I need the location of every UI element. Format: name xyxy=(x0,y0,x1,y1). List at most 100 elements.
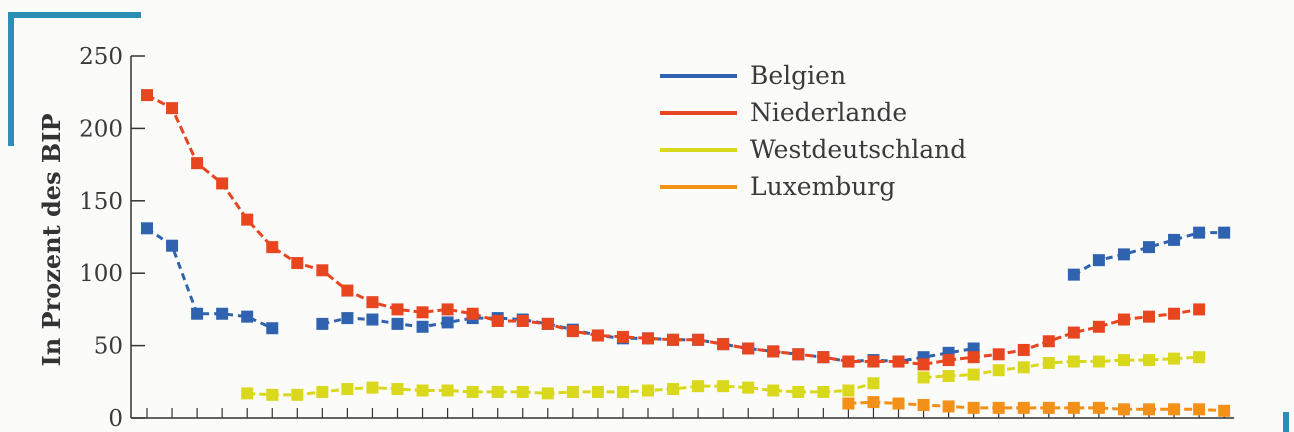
niederlande-point xyxy=(1092,320,1105,333)
westdeutschland-point xyxy=(466,385,479,398)
westdeutschland-point xyxy=(867,377,880,390)
niederlande-line xyxy=(146,93,1200,366)
belgien-point xyxy=(391,317,404,330)
belgien-point xyxy=(316,317,329,330)
niederlande-point xyxy=(516,314,529,327)
westdeutschland-line xyxy=(923,355,1200,379)
niederlande-point xyxy=(642,332,654,345)
niederlande-point xyxy=(717,338,730,351)
niederlande-point xyxy=(1168,307,1181,320)
westdeutschland-point xyxy=(491,385,504,398)
niederlande-point xyxy=(1017,343,1030,356)
y-axis-label: In Prozent des BIP xyxy=(37,114,66,367)
westdeutschland-point xyxy=(316,385,329,398)
belgien-point xyxy=(1193,226,1206,239)
westdeutschland-point xyxy=(241,387,254,400)
legend-label-belgien: Belgien xyxy=(750,61,846,90)
niederlande-point xyxy=(842,355,855,368)
niederlande-point xyxy=(1042,335,1055,348)
westdeutschland-point xyxy=(541,387,554,400)
luxemburg-point xyxy=(1017,401,1030,414)
niederlande-point xyxy=(892,355,905,368)
niederlande-point xyxy=(141,89,153,102)
accent-bar-top xyxy=(8,12,141,18)
westdeutschland-point xyxy=(616,385,629,398)
niederlande-point xyxy=(316,264,329,277)
y-tick-label: 250 xyxy=(79,44,123,70)
y-tick-label: 100 xyxy=(79,261,123,287)
niederlande-point xyxy=(667,333,680,346)
niederlande-point xyxy=(541,317,554,330)
belgien-point xyxy=(141,222,153,235)
luxemburg-point xyxy=(917,398,930,411)
niederlande-point xyxy=(767,345,780,358)
westdeutschland-point xyxy=(1092,355,1105,368)
niederlande-point xyxy=(441,303,454,316)
luxemburg-point xyxy=(1042,401,1055,414)
belgien-point xyxy=(1067,268,1080,281)
westdeutschland-point xyxy=(1042,356,1055,369)
belgien-point xyxy=(1218,226,1231,239)
westdeutschland-point xyxy=(717,380,730,393)
westdeutschland-point xyxy=(516,385,529,398)
belgien-point xyxy=(166,239,179,252)
belgien-point xyxy=(191,307,204,320)
niederlande-point xyxy=(191,157,204,170)
y-tick-label: 200 xyxy=(79,116,123,142)
niederlande-point xyxy=(166,102,179,115)
niederlande-point xyxy=(491,314,504,327)
westdeutschland-point xyxy=(667,383,680,396)
westdeutschland-point xyxy=(566,385,579,398)
belgien-point xyxy=(416,320,429,333)
niederlande-point xyxy=(1193,303,1206,316)
niederlande-point xyxy=(216,177,229,190)
luxemburg-point xyxy=(1067,401,1080,414)
westdeutschland-point xyxy=(341,383,354,396)
belgien-point xyxy=(441,316,454,329)
y-tick-label: 0 xyxy=(108,406,123,432)
westdeutschland-point xyxy=(591,385,604,398)
westdeutschland-point xyxy=(917,371,930,384)
niederlande-point xyxy=(692,333,705,346)
belgien-point xyxy=(1117,248,1130,261)
niederlande-point xyxy=(266,241,279,254)
niederlande-point xyxy=(1143,310,1155,323)
legend: Belgien Niederlande Westdeutschland Luxembu… xyxy=(660,61,966,201)
luxemburg-point xyxy=(967,401,980,414)
westdeutschland-point xyxy=(1193,351,1206,364)
westdeutschland-point xyxy=(942,370,955,383)
westdeutschland-point xyxy=(842,384,855,397)
westdeutschland-point xyxy=(416,384,429,397)
niederlande-point xyxy=(1067,326,1080,339)
westdeutschland-point xyxy=(642,384,654,397)
y-tick-label: 50 xyxy=(94,334,123,360)
niederlande-point xyxy=(241,213,254,226)
luxemburg-point xyxy=(1168,403,1181,416)
westdeutschland-point xyxy=(291,388,304,401)
westdeutschland-point xyxy=(1117,354,1130,367)
luxemburg-point xyxy=(842,397,855,410)
westdeutschland-point xyxy=(441,384,454,397)
niederlande-point xyxy=(391,303,404,316)
niederlande-point xyxy=(591,329,604,342)
niederlande-point xyxy=(341,284,354,297)
westdeutschland-point xyxy=(391,383,404,396)
niederlande-point xyxy=(792,348,805,361)
belgien-point xyxy=(1092,254,1105,267)
series-lines xyxy=(146,93,1225,413)
luxemburg-point xyxy=(992,401,1005,414)
accent-bar-right xyxy=(1283,412,1289,432)
niederlande-point xyxy=(566,325,579,338)
westdeutschland-point xyxy=(817,385,830,398)
belgien-point xyxy=(241,310,254,323)
niederlande-point xyxy=(1117,313,1130,326)
westdeutschland-point xyxy=(692,380,705,393)
accent-bar-left xyxy=(8,12,14,146)
westdeutschland-point xyxy=(266,388,279,401)
luxemburg-point xyxy=(1143,403,1155,416)
westdeutschland-point xyxy=(1143,354,1155,367)
niederlande-point xyxy=(967,351,980,364)
westdeutschland-line xyxy=(247,381,874,397)
niederlande-point xyxy=(867,355,880,368)
